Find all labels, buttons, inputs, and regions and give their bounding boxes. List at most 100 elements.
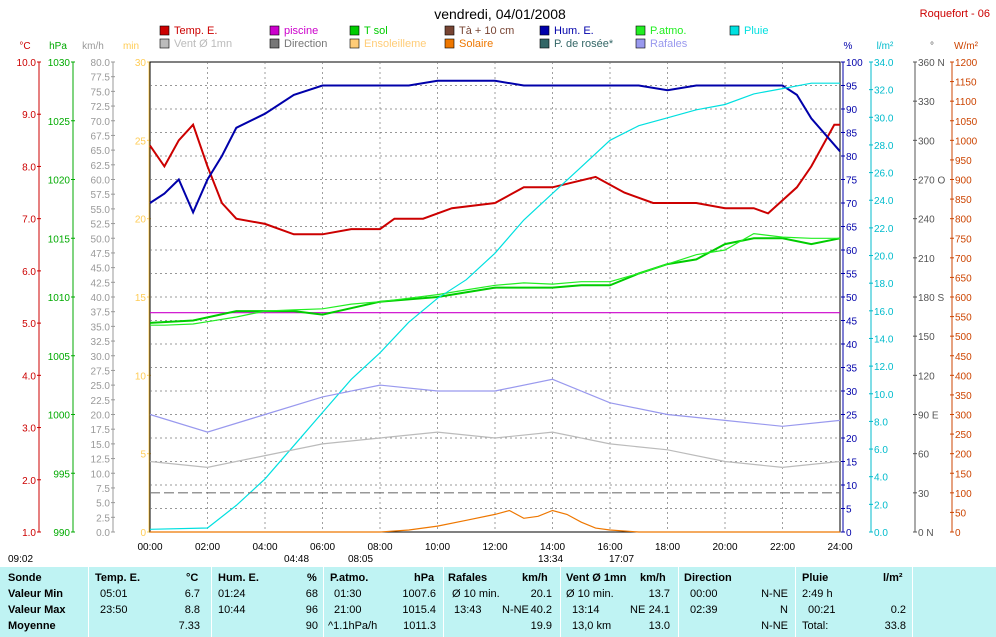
stats-header-patmo-unit: hPa <box>414 572 435 584</box>
axis-unit-hpa: hPa <box>49 41 67 52</box>
axis-tick-label: 14.0 <box>874 334 894 345</box>
axis-tick-label: 1020 <box>48 176 71 187</box>
axis-tick-label: 1.0 <box>22 528 36 539</box>
legend-swatch-ensoleilleme <box>349 38 360 49</box>
axis-tick-label: 0.0 <box>96 528 110 539</box>
axis-tick-label: 1025 <box>48 117 71 128</box>
stats-header-hum: Hum. E. <box>218 572 259 584</box>
axis-tick-label: 100 <box>846 58 863 69</box>
legend-label-p-de-rosee: P. de rosée* <box>554 38 614 50</box>
axis-tick-label: 10 <box>135 371 147 382</box>
axis-tick-label: 850 <box>955 195 972 206</box>
axis-tick-label: 42.5 <box>91 278 111 289</box>
axis-tick-label: 6.0 <box>874 445 888 456</box>
stats-header-temp: Temp. E. <box>95 572 141 584</box>
legend-label-ensoleilleme: Ensoleilleme <box>364 38 426 50</box>
axis-tick-label: 1030 <box>48 58 71 69</box>
time-tick-label: 20:00 <box>712 542 737 553</box>
vent-min-label: Ø 10 min. <box>566 588 614 600</box>
axis-tick-label: 50 <box>955 508 967 519</box>
axis-tick-label: 150 <box>955 469 972 480</box>
axis-tick-label: 40 <box>846 340 858 351</box>
axis-tick-label: 16.0 <box>874 307 894 318</box>
axis-tick-label: 300 <box>918 136 935 147</box>
axis-tick-label: 100 <box>955 489 972 500</box>
legend-label-rafales: Rafales <box>650 38 688 50</box>
axis-tick-label: 77.5 <box>91 73 111 84</box>
axis-tick-label: 27.5 <box>91 366 111 377</box>
patmo-avg-value: 1011.3 <box>403 620 436 632</box>
axis-tick-label: 120 <box>918 371 935 382</box>
stats-header-temp-unit: °C <box>186 572 199 584</box>
raf-avg-value: 19.9 <box>530 620 552 632</box>
vent-avg-value: 13.0 <box>648 620 670 632</box>
axis-tick-label: 250 <box>955 430 972 441</box>
legend-swatch-piscine <box>269 25 280 36</box>
vent-max-dir: NE <box>630 604 646 616</box>
stats-header-vent-unit: km/h <box>640 572 666 584</box>
patmo-max-value: 1015.4 <box>402 604 436 616</box>
axis-tick-label: 15.0 <box>91 440 111 451</box>
axis-tick-label: 60 <box>918 450 930 461</box>
axes: °C10.09.08.07.06.05.04.03.02.01.0hPa1030… <box>17 41 979 539</box>
stats-header-pluie: Pluie <box>802 572 829 584</box>
time-tick-label: 22:00 <box>770 542 795 553</box>
legend-label-piscine: piscine <box>284 25 318 37</box>
patmo-min-time: 01:30 <box>334 588 362 600</box>
axis-tick-label: 350 <box>955 391 972 402</box>
axis-tick-label: 32.0 <box>874 86 894 97</box>
stats-header-raf-unit: km/h <box>522 572 548 584</box>
axis-tick-label: 35 <box>846 364 858 375</box>
dir-avg-value: N-NE <box>761 620 788 632</box>
axis-tick-label: 24.0 <box>874 196 894 207</box>
vent-max-time: 13:14 <box>572 604 600 616</box>
time-tick-label: 14:00 <box>540 542 565 553</box>
pluie-duration: 2:49 h <box>802 588 833 600</box>
sun-marker-label: 08:05 <box>348 554 373 565</box>
axis-tick-label: 60.0 <box>91 176 111 187</box>
legend-swatch-rafales <box>635 38 646 49</box>
axis-tick-label: 85 <box>846 129 858 140</box>
series-lines <box>149 79 841 533</box>
axis-tick-label: 50.0 <box>91 234 111 245</box>
axis-tick-label: 22.5 <box>91 396 111 407</box>
row-label-max: Valeur Max <box>8 604 66 616</box>
axis-tick-label: 95 <box>846 82 858 93</box>
axis-tick-label: 60 <box>846 246 858 257</box>
axis-tick-label: 1005 <box>48 352 71 363</box>
legend-swatch-p-de-rosee <box>539 38 550 49</box>
axis-tick-label: 0 N <box>918 528 934 539</box>
axis-tick-label: 20.0 <box>91 411 111 422</box>
time-tick-label: 24:00 <box>827 542 852 553</box>
temp-min-time: 05:01 <box>100 588 128 600</box>
axis-tick-label: 90 <box>846 105 858 116</box>
station-name: Roquefort - 06 <box>920 8 990 20</box>
sun-marker-label: 17:07 <box>609 554 634 565</box>
series-line-hum-e <box>149 79 841 215</box>
axis-tick-label: 240 <box>918 215 935 226</box>
weather-chart: vendredi, 04/01/2008 Roquefort - 06 Temp… <box>8 6 990 565</box>
axis-tick-label: 0.0 <box>874 528 888 539</box>
patmo-min-value: 1007.6 <box>402 588 436 600</box>
axis-tick-label: 30 <box>846 387 858 398</box>
hum-max-time: 10:44 <box>218 604 246 616</box>
axis-tick-label: 25 <box>135 136 147 147</box>
axis-tick-label: 5.0 <box>96 499 110 510</box>
axis-tick-label: 7.0 <box>22 215 36 226</box>
row-label-min: Valeur Min <box>8 588 64 600</box>
axis-tick-label: 1015 <box>48 234 71 245</box>
legend-label-t-sol: T sol <box>364 25 388 37</box>
axis-unit-l-m: l/m² <box>877 41 894 52</box>
time-tick-label: 06:00 <box>310 542 335 553</box>
axis-tick-label: 6.0 <box>22 267 36 278</box>
raf-min-value: 20.1 <box>530 588 552 600</box>
legend-label-hum-e: Hum. E. <box>554 25 594 37</box>
axis-tick-label: 8.0 <box>874 417 888 428</box>
axis-tick-label: 1100 <box>955 97 977 108</box>
axis-tick-label: 300 <box>955 411 972 422</box>
stats-header-dir: Direction <box>684 572 732 584</box>
axis-unit-: % <box>844 41 853 52</box>
pluie-total-value: 33.8 <box>884 620 906 632</box>
dir-min-time: 00:00 <box>690 588 718 600</box>
axis-tick-label: 37.5 <box>91 308 111 319</box>
